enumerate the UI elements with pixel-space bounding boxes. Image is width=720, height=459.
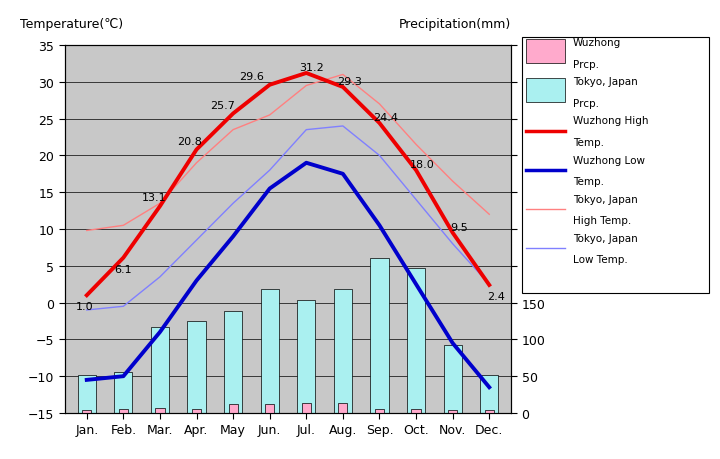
Bar bbox=[485, 410, 494, 413]
Text: 29.6: 29.6 bbox=[239, 72, 264, 82]
Text: 24.4: 24.4 bbox=[374, 113, 399, 123]
Text: Temp.: Temp. bbox=[573, 138, 604, 147]
Bar bbox=[114, 372, 132, 413]
Bar bbox=[265, 404, 274, 413]
Text: Prcp.: Prcp. bbox=[573, 99, 599, 108]
Bar bbox=[375, 409, 384, 413]
Bar bbox=[261, 290, 279, 413]
Bar bbox=[407, 269, 426, 413]
Text: 18.0: 18.0 bbox=[410, 160, 435, 170]
Bar bbox=[297, 300, 315, 413]
Bar bbox=[156, 408, 164, 413]
Text: Temperature(℃): Temperature(℃) bbox=[20, 18, 123, 31]
Bar bbox=[370, 259, 389, 413]
Text: 9.5: 9.5 bbox=[451, 222, 468, 232]
Bar bbox=[150, 327, 169, 413]
Text: Wuzhong High: Wuzhong High bbox=[573, 116, 648, 126]
Text: 1.0: 1.0 bbox=[76, 302, 94, 312]
Bar bbox=[119, 409, 128, 413]
Bar bbox=[187, 321, 206, 413]
Bar bbox=[302, 403, 311, 413]
Text: 25.7: 25.7 bbox=[210, 101, 235, 110]
Bar bbox=[228, 404, 238, 413]
Text: High Temp.: High Temp. bbox=[573, 216, 631, 225]
Text: Tokyo, Japan: Tokyo, Japan bbox=[573, 77, 638, 87]
Text: Tokyo, Japan: Tokyo, Japan bbox=[573, 194, 638, 204]
Bar bbox=[444, 345, 462, 413]
Bar bbox=[526, 40, 565, 64]
FancyBboxPatch shape bbox=[522, 38, 709, 293]
Text: Temp.: Temp. bbox=[573, 177, 604, 186]
Bar bbox=[78, 375, 96, 413]
Text: 31.2: 31.2 bbox=[300, 63, 324, 73]
Text: Wuzhong Low: Wuzhong Low bbox=[573, 155, 645, 165]
Bar bbox=[334, 290, 352, 413]
Text: 13.1: 13.1 bbox=[142, 193, 167, 203]
Bar bbox=[448, 410, 457, 413]
Text: Tokyo, Japan: Tokyo, Japan bbox=[573, 233, 638, 243]
Text: 29.3: 29.3 bbox=[337, 77, 362, 87]
Text: Wuzhong: Wuzhong bbox=[573, 38, 621, 48]
Text: 2.4: 2.4 bbox=[487, 291, 505, 301]
Text: Low Temp.: Low Temp. bbox=[573, 255, 628, 265]
Bar bbox=[412, 409, 420, 413]
Bar bbox=[224, 312, 242, 413]
Bar bbox=[526, 79, 565, 103]
Text: 20.8: 20.8 bbox=[177, 136, 202, 146]
Bar bbox=[82, 410, 91, 413]
Bar bbox=[480, 375, 498, 413]
Bar bbox=[192, 409, 201, 413]
Text: Prcp.: Prcp. bbox=[573, 59, 599, 69]
Text: 6.1: 6.1 bbox=[114, 264, 132, 274]
Bar bbox=[338, 403, 348, 413]
Text: Precipitation(mm): Precipitation(mm) bbox=[399, 18, 511, 31]
